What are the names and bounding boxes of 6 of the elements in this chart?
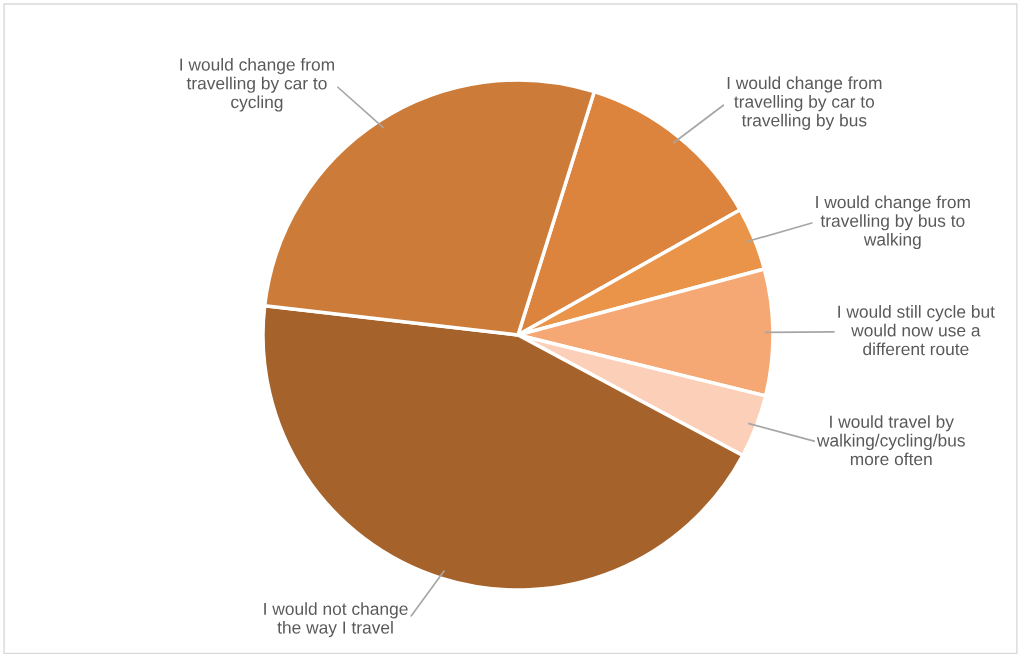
slice-label: I would still cycle but would now use a different route	[838, 305, 995, 356]
slice-label: I would change from travelling by car to cycling	[180, 57, 334, 112]
slice-label: I would change from travelling by car to travelling by bus	[727, 76, 882, 130]
slice-label: I would change from travelling by bus to walking	[816, 195, 970, 250]
slice-label: I would not change the way I travel	[264, 602, 408, 638]
slice-label: I would travel by walking/cycling/bus more often	[816, 415, 965, 466]
